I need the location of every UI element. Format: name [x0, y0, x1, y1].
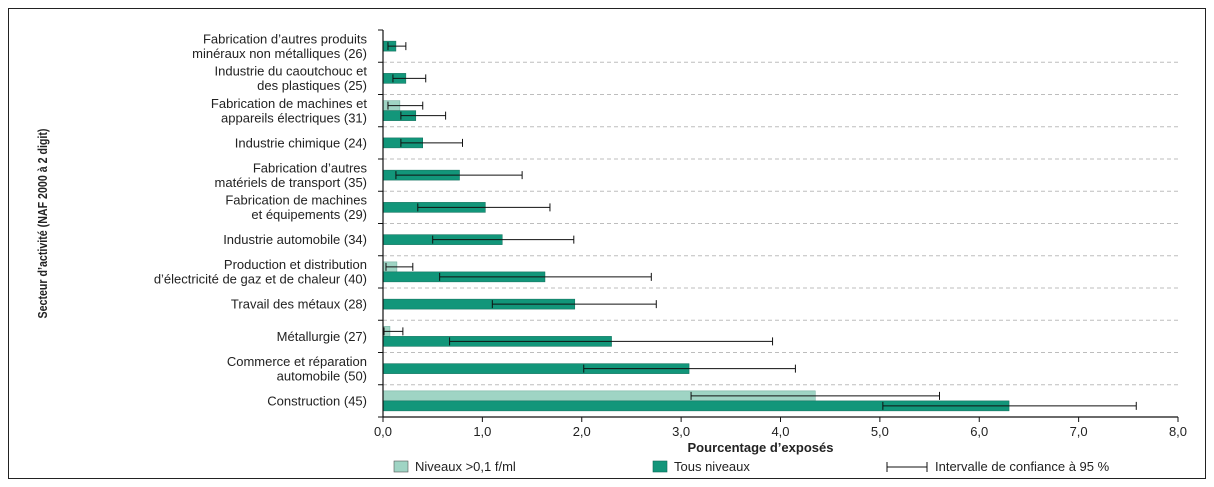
category-label: Production et distribution	[224, 257, 367, 272]
x-tick-label: 5,0	[871, 424, 889, 439]
x-ticks: 0,0 1,0 2,0 3,0 4,0 5,0 6,0 7,0 8,0	[374, 29, 1187, 439]
x-tick-label: 1,0	[473, 424, 491, 439]
y-axis-title: Secteur d’activité (NAF 2000 à 2 digit)	[35, 128, 50, 318]
legend-label-niveaux: Niveaux >0,1 f/ml	[415, 459, 516, 474]
legend-label-tous: Tous niveaux	[674, 459, 750, 474]
legend-label-ci: Intervalle de confiance à 95 %	[935, 459, 1110, 474]
category-label: Industrie chimique (24)	[235, 135, 367, 150]
category-label: appareils électriques (31)	[221, 110, 367, 125]
category-label: Construction (45)	[267, 393, 367, 408]
x-tick-label: 3,0	[672, 424, 690, 439]
category-label: minéraux non métalliques (26)	[192, 46, 367, 61]
x-tick-label: 2,0	[573, 424, 591, 439]
x-tick-label: 8,0	[1169, 424, 1187, 439]
category-label: Fabrication de machines	[225, 193, 367, 208]
category-label: des plastiques (25)	[257, 78, 367, 93]
x-axis-title: Pourcentage d’exposés	[688, 440, 834, 455]
category-label: Industrie automobile (34)	[223, 232, 367, 247]
category-label: Fabrication de machines et	[211, 96, 367, 111]
bars	[382, 40, 1010, 412]
x-tick-label: 7,0	[1070, 424, 1088, 439]
chart-frame	[8, 8, 1206, 479]
x-tick-label: 0,0	[374, 424, 392, 439]
category-label: Industrie du caoutchouc et	[215, 64, 368, 79]
confidence-intervals	[383, 42, 1137, 410]
category-label: Fabrication d’autres produits	[203, 31, 368, 46]
category-label: d’électricité de gaz et de chaleur (40)	[154, 272, 367, 287]
legend-ci-symbol	[886, 462, 928, 472]
x-tick-label: 4,0	[771, 424, 789, 439]
category-label: Fabrication d’autres	[253, 160, 368, 175]
category-label: Métallurgie (27)	[277, 329, 367, 344]
category-label: Commerce et réparation	[227, 354, 367, 369]
category-label: Travail des métaux (28)	[231, 297, 367, 312]
legend: Niveaux >0,1 f/ml Tous niveaux Intervall…	[393, 459, 1110, 474]
legend-swatch-niveaux	[393, 460, 409, 473]
x-tick-label: 6,0	[970, 424, 988, 439]
category-label: matériels de transport (35)	[215, 175, 367, 190]
legend-swatch-tous	[652, 460, 668, 473]
category-label: et équipements (29)	[251, 207, 367, 222]
category-label: automobile (50)	[277, 368, 367, 383]
